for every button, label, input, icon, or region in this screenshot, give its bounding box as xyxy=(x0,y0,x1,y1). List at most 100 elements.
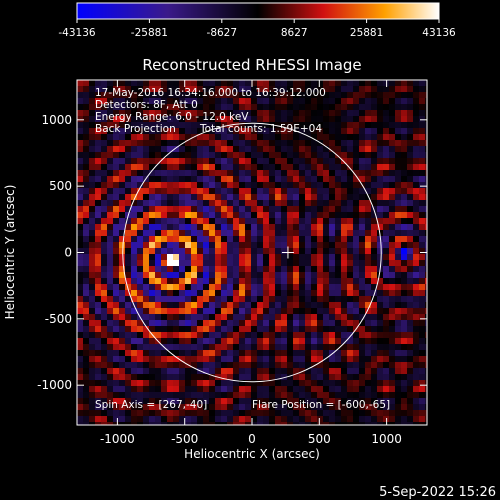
heatmap-cell xyxy=(149,296,155,302)
heatmap-cell xyxy=(347,242,353,248)
heatmap-cell xyxy=(209,152,215,158)
heatmap-cell xyxy=(317,302,323,308)
heatmap-cell xyxy=(173,182,179,188)
heatmap-cell xyxy=(347,140,353,146)
heatmap-cell xyxy=(239,260,245,266)
heatmap-cell xyxy=(257,248,263,254)
heatmap-cell xyxy=(137,356,143,362)
heatmap-cell xyxy=(227,200,233,206)
heatmap-cell xyxy=(101,284,107,290)
heatmap-cell xyxy=(335,284,341,290)
heatmap-cell xyxy=(317,176,323,182)
heatmap-cell xyxy=(293,422,299,425)
heatmap-cell xyxy=(341,188,347,194)
heatmap-cell xyxy=(359,320,365,326)
heatmap-cell xyxy=(209,404,215,410)
heatmap-cell xyxy=(239,182,245,188)
heatmap-cell xyxy=(407,290,413,296)
heatmap-cell xyxy=(317,242,323,248)
heatmap-cell xyxy=(371,332,377,338)
heatmap-cell xyxy=(179,170,185,176)
heatmap-cell xyxy=(311,290,317,296)
heatmap-cell xyxy=(83,374,89,380)
heatmap-cell xyxy=(95,380,101,386)
heatmap-cell xyxy=(167,152,173,158)
heatmap-cell xyxy=(419,110,425,116)
heatmap-cell xyxy=(371,176,377,182)
heatmap-cell xyxy=(197,158,203,164)
heatmap-cell xyxy=(89,308,95,314)
y-tick-label: 500 xyxy=(49,179,72,193)
heatmap-cell xyxy=(131,194,137,200)
heatmap-cell xyxy=(263,350,269,356)
heatmap-cell xyxy=(191,242,197,248)
heatmap-cell xyxy=(293,224,299,230)
heatmap-cell xyxy=(287,146,293,152)
heatmap-cell xyxy=(323,314,329,320)
heatmap-cell xyxy=(287,134,293,140)
heatmap-cell xyxy=(347,176,353,182)
heatmap-cell xyxy=(311,116,317,122)
heatmap-cell xyxy=(179,368,185,374)
heatmap-cell xyxy=(227,290,233,296)
heatmap-cell xyxy=(335,392,341,398)
heatmap-cell xyxy=(323,392,329,398)
heatmap-cell xyxy=(377,152,383,158)
heatmap-cell xyxy=(101,92,107,98)
heatmap-cell xyxy=(161,416,167,422)
heatmap-cell xyxy=(395,110,401,116)
heatmap-cell xyxy=(179,338,185,344)
heatmap-cell xyxy=(125,308,131,314)
heatmap-cell xyxy=(407,344,413,350)
heatmap-cell xyxy=(413,332,419,338)
heatmap-cell xyxy=(365,248,371,254)
heatmap-cell xyxy=(269,386,275,392)
heatmap-cell xyxy=(113,386,119,392)
heatmap-cell xyxy=(299,296,305,302)
heatmap-cell xyxy=(251,320,257,326)
heatmap-cell xyxy=(203,200,209,206)
heatmap-cell xyxy=(119,110,125,116)
heatmap-cell xyxy=(377,146,383,152)
heatmap-cell xyxy=(311,404,317,410)
heatmap-cell xyxy=(371,86,377,92)
heatmap-cell xyxy=(191,194,197,200)
heatmap-cell xyxy=(323,332,329,338)
heatmap-cell xyxy=(143,404,149,410)
heatmap-cell xyxy=(185,404,191,410)
heatmap-cell xyxy=(89,104,95,110)
heatmap-cell xyxy=(101,254,107,260)
heatmap-cell xyxy=(245,290,251,296)
heatmap-cell xyxy=(371,422,377,425)
heatmap-cell xyxy=(113,110,119,116)
heatmap-cell xyxy=(191,116,197,122)
heatmap-cell xyxy=(281,374,287,380)
colorbar-ticks: -43136 -25881 -8627 8627 25881 43136 xyxy=(58,19,456,39)
heatmap-cell xyxy=(83,218,89,224)
heatmap-cell xyxy=(89,188,95,194)
heatmap-cell xyxy=(167,194,173,200)
heatmap-cell xyxy=(155,116,161,122)
heatmap-cell xyxy=(137,416,143,422)
heatmap-cell xyxy=(305,344,311,350)
heatmap-cell xyxy=(221,290,227,296)
heatmap-cell xyxy=(359,188,365,194)
heatmap-cell xyxy=(131,104,137,110)
heatmap-cell xyxy=(185,86,191,92)
heatmap-cell xyxy=(107,254,113,260)
heatmap-cell xyxy=(119,410,125,416)
heatmap-cell xyxy=(131,338,137,344)
heatmap-cell xyxy=(179,398,185,404)
heatmap-cell xyxy=(383,98,389,104)
heatmap-cell xyxy=(407,284,413,290)
heatmap-cell xyxy=(317,356,323,362)
heatmap-cell xyxy=(155,152,161,158)
heatmap-cell xyxy=(209,92,215,98)
heatmap-cell xyxy=(275,116,281,122)
heatmap-cell xyxy=(407,272,413,278)
heatmap-cell xyxy=(281,422,287,425)
heatmap-cell xyxy=(263,266,269,272)
heatmap-cell xyxy=(185,332,191,338)
heatmap-cell xyxy=(389,344,395,350)
heatmap-cell xyxy=(185,356,191,362)
